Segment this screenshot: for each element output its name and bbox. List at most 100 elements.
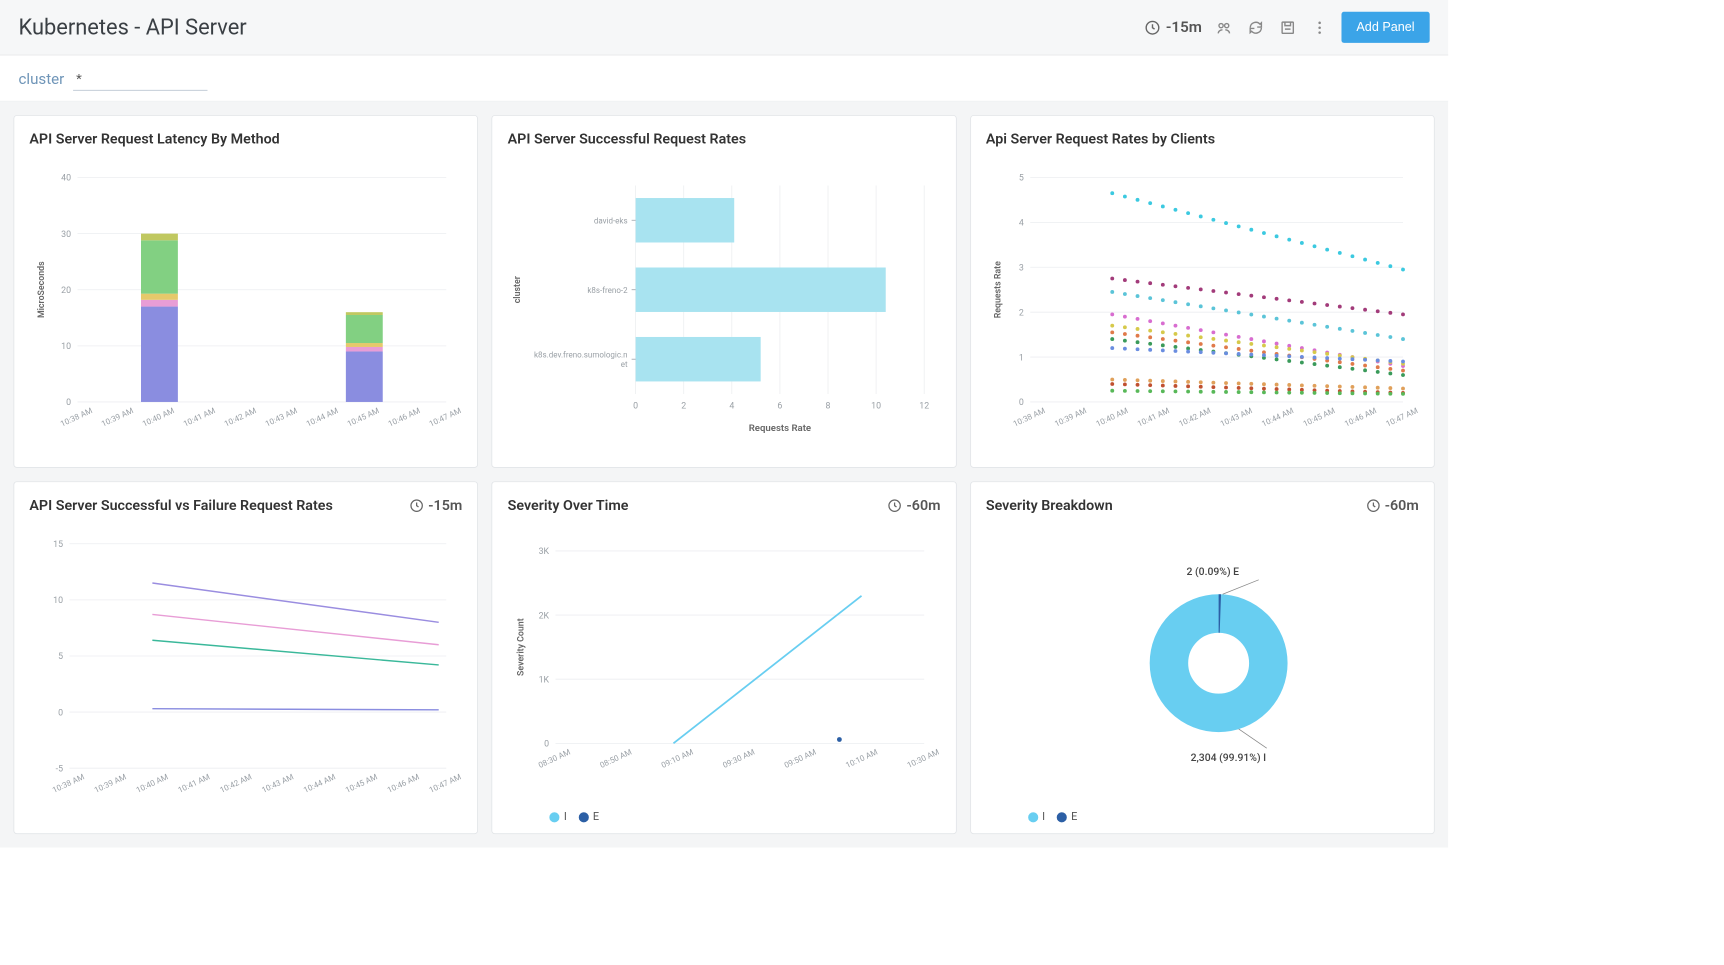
panel-title: API Server Successful Request Rates [508,131,746,148]
svg-text:10:43 AM: 10:43 AM [260,772,295,795]
svg-text:10:10 AM: 10:10 AM [845,747,880,770]
add-panel-button[interactable]: Add Panel [1341,12,1429,43]
svg-text:10:39 AM: 10:39 AM [93,772,128,795]
svg-text:5: 5 [1019,174,1024,184]
global-time-range[interactable]: -15m [1144,18,1202,36]
svg-text:10:44 AM: 10:44 AM [1260,406,1295,429]
chart-severity-breakdown: 2 (0.09%) E 2,304 (99.91%) I [986,521,1419,806]
svg-text:3K: 3K [539,547,550,557]
panel-time-range[interactable]: -15m [409,497,462,514]
svg-text:10:47 AM: 10:47 AM [428,772,462,795]
panel-severity-breakdown: Severity Breakdown -60m 2 (0.09%) E 2,304… [970,481,1435,834]
legend-item[interactable]: E [579,811,599,824]
panel-time-range[interactable]: -60m [887,497,940,514]
panel-title: Severity Over Time [508,497,629,514]
more-icon[interactable] [1309,17,1329,37]
clock-icon [1365,498,1380,513]
svg-text:10:40 AM: 10:40 AM [135,772,170,795]
svg-text:10:44 AM: 10:44 AM [302,772,337,795]
svg-text:1K: 1K [539,675,550,685]
svg-text:20: 20 [61,286,71,296]
svg-text:10:46 AM: 10:46 AM [1343,406,1378,429]
panel-time-range[interactable]: -60m [1365,497,1418,514]
legend-severity-breakdown: I E [986,806,1419,824]
svg-text:k8s.dev.freno.sumologic.n: k8s.dev.freno.sumologic.n [534,351,628,360]
svg-text:4: 4 [1019,219,1024,229]
svg-text:10:40 AM: 10:40 AM [141,406,176,429]
panel-success-rates: API Server Successful Request Rates 0246… [492,115,957,468]
svg-text:10:45 AM: 10:45 AM [346,406,381,429]
svg-text:09:30 AM: 09:30 AM [722,747,757,770]
dashboard-header: Kubernetes - API Server -15m Add Panel [0,0,1448,55]
svg-text:15: 15 [53,540,63,550]
svg-text:david-eks: david-eks [594,216,628,225]
svg-text:40: 40 [61,174,71,184]
panel-title: API Server Request Latency By Method [29,131,279,148]
svg-text:10:42 AM: 10:42 AM [219,772,254,795]
svg-text:3: 3 [1019,263,1024,273]
svg-text:Requests Rate: Requests Rate [749,423,811,434]
dashboard-grid: API Server Request Latency By Method 0 10… [0,102,1448,848]
svg-text:12: 12 [920,401,930,411]
legend-item[interactable]: I [1028,811,1045,824]
panel-title: API Server Successful vs Failure Request… [29,497,332,514]
svg-text:Severity Count: Severity Count [517,618,527,676]
svg-text:0: 0 [544,740,549,750]
save-icon[interactable] [1277,17,1297,37]
clock-icon [1144,19,1161,36]
svg-text:et: et [621,360,628,369]
svg-text:10:41 AM: 10:41 AM [1136,406,1171,429]
refresh-icon[interactable] [1246,17,1266,37]
chart-success-vs-failure: -505101510:38 AM10:39 AM10:40 AM10:41 AM… [29,521,462,823]
svg-text:09:50 AM: 09:50 AM [783,747,818,770]
svg-text:10:46 AM: 10:46 AM [386,772,421,795]
svg-text:5: 5 [58,652,63,662]
legend-item[interactable]: E [1057,811,1077,824]
header-actions: -15m Add Panel [1144,12,1430,43]
clock-icon [409,498,424,513]
svg-text:08:30 AM: 08:30 AM [537,747,572,770]
svg-text:08:50 AM: 08:50 AM [599,747,634,770]
chart-rates-clients: 01234510:38 AM10:39 AM10:40 AM10:41 AM10… [986,155,1419,457]
svg-text:6: 6 [778,401,783,411]
panel-title: Severity Breakdown [986,497,1113,514]
cluster-filter-input[interactable] [73,69,207,91]
filter-label: cluster [18,71,64,89]
panel-rates-clients: Api Server Request Rates by Clients 0123… [970,115,1435,468]
svg-text:10:47 AM: 10:47 AM [1384,406,1418,429]
svg-text:2,304 (99.91%) I: 2,304 (99.91%) I [1190,751,1266,764]
chart-latency: 01020304010:38 AM10:39 AM10:40 AM10:41 A… [29,155,462,457]
svg-text:10:45 AM: 10:45 AM [344,772,379,795]
svg-text:2: 2 [682,401,687,411]
svg-text:10:46 AM: 10:46 AM [387,406,422,429]
svg-text:10: 10 [61,342,71,352]
svg-text:10:41 AM: 10:41 AM [177,772,212,795]
svg-text:10:30 AM: 10:30 AM [906,747,940,770]
svg-text:0: 0 [633,401,638,411]
svg-text:Requests Rate: Requests Rate [993,261,1003,318]
svg-text:8: 8 [826,401,831,411]
svg-text:0: 0 [1019,398,1024,408]
legend-severity-time: I E [508,806,941,824]
share-icon[interactable] [1214,17,1234,37]
panel-title: Api Server Request Rates by Clients [986,131,1215,148]
svg-text:2: 2 [1019,308,1024,318]
svg-text:10:44 AM: 10:44 AM [305,406,340,429]
svg-text:09:10 AM: 09:10 AM [660,747,695,770]
chart-severity-time: 01K2K3K08:30 AM08:50 AM09:10 AM09:30 AM0… [508,521,941,806]
svg-text:-5: -5 [56,764,63,774]
svg-text:10:43 AM: 10:43 AM [1219,406,1254,429]
svg-text:10:38 AM: 10:38 AM [59,406,94,429]
svg-text:0: 0 [58,708,63,718]
legend-item[interactable]: I [550,811,567,824]
time-range-value: -15m [1166,18,1202,36]
panel-success-vs-failure: API Server Successful vs Failure Request… [13,481,478,834]
svg-text:10:39 AM: 10:39 AM [1053,406,1088,429]
svg-text:10: 10 [871,401,881,411]
svg-text:10:47 AM: 10:47 AM [428,406,462,429]
svg-text:10: 10 [53,596,63,606]
page-title: Kubernetes - API Server [18,15,246,40]
svg-text:2 (0.09%) E: 2 (0.09%) E [1186,565,1239,578]
panel-severity-time: Severity Over Time -60m 01K2K3K08:30 AM0… [492,481,957,834]
svg-text:k8s-freno-2: k8s-freno-2 [588,286,629,295]
